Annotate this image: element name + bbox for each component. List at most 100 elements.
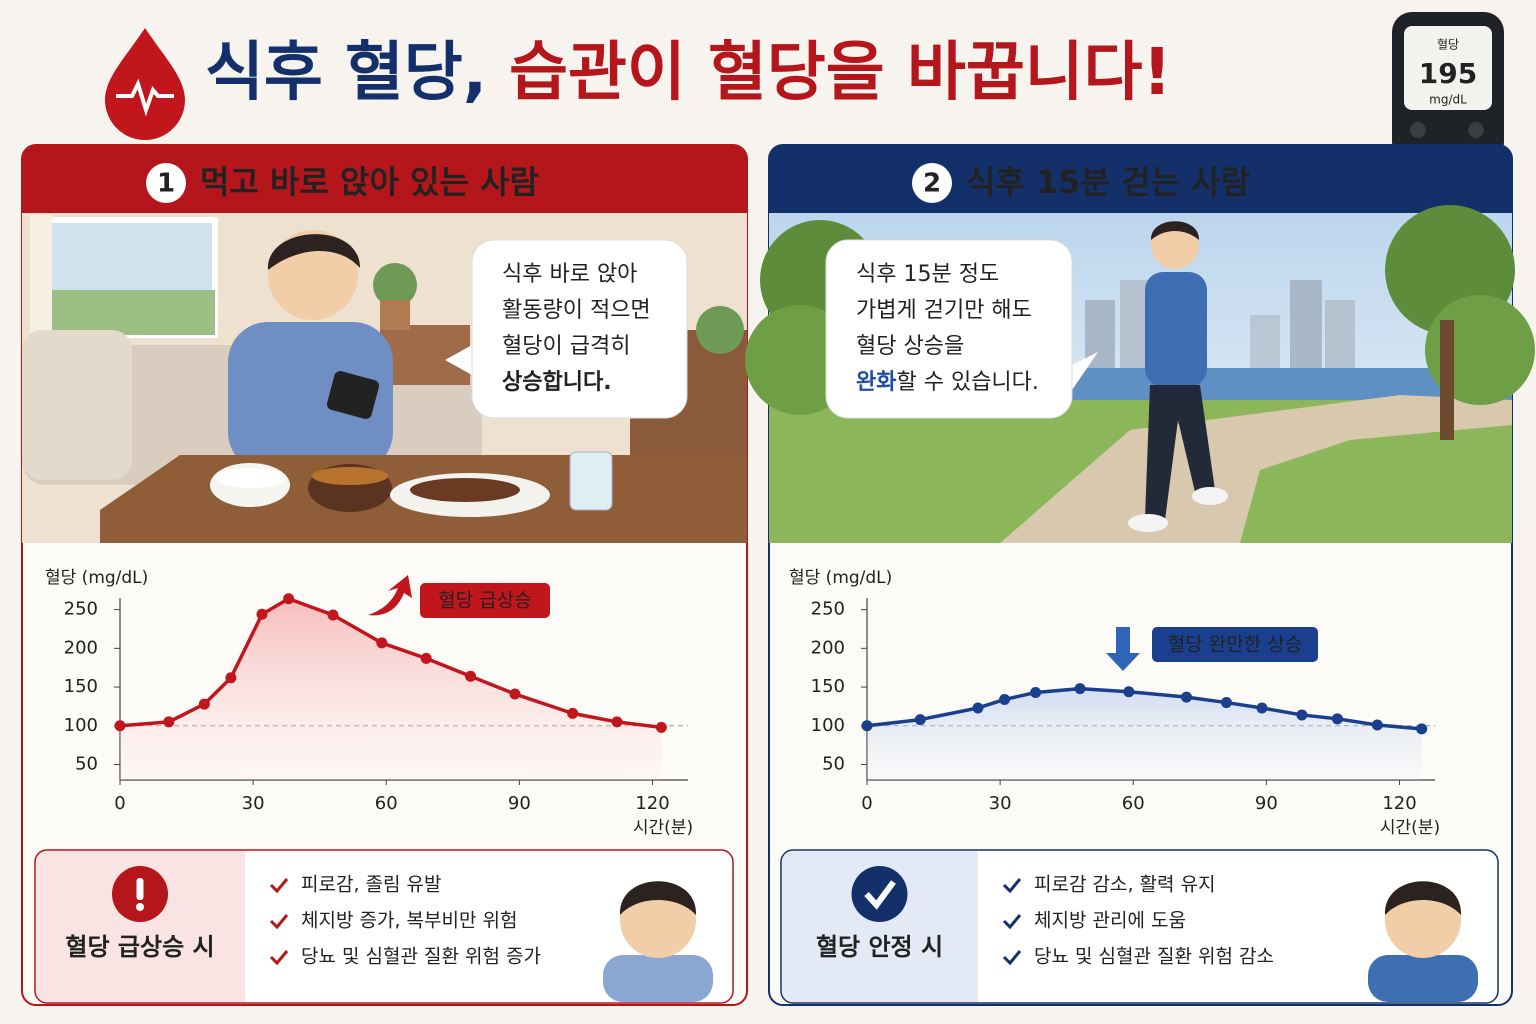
number-badge [912, 163, 952, 203]
data-point [1416, 723, 1428, 735]
annotation-box [1152, 627, 1318, 662]
y-tick-label: 250 [811, 599, 845, 620]
check-mark [1002, 950, 1022, 966]
bubble-line: 식후 바로 앉아 [502, 262, 637, 287]
y-tick-label: 150 [811, 676, 845, 697]
data-point [198, 698, 210, 710]
check-mark [269, 914, 289, 930]
bubble-line: 상승합니다. [502, 369, 612, 395]
summary-icon [851, 866, 908, 922]
data-point [611, 716, 623, 728]
data-point [999, 693, 1011, 705]
panel-number: 1 [157, 169, 175, 199]
data-point [972, 702, 984, 714]
data-point [114, 720, 126, 732]
y-tick-label: 100 [811, 715, 845, 736]
page-title: 식후 혈당, 습관이 혈당을 바꿉니다! [205, 36, 1172, 110]
bubble-line: 가볍게 걷기만 해도 [856, 298, 1032, 323]
annotation: 혈당 급상승 [438, 590, 531, 612]
y-tick-label: 200 [811, 637, 845, 658]
data-point [655, 721, 667, 733]
summary-item: 당뇨 및 심혈관 질환 위험 증가 [301, 946, 541, 968]
annotation-arrow [1106, 627, 1140, 671]
meter-reading: 195 [1419, 57, 1477, 90]
summary-side [782, 851, 978, 1002]
summary-item: 당뇨 및 심혈관 질환 위험 감소 [1034, 946, 1274, 968]
data-point [465, 670, 477, 682]
data-point [914, 714, 926, 726]
data-point [509, 688, 521, 700]
x-tick-label: 90 [1255, 793, 1278, 814]
bubble-line: 식후 15분 정도 [856, 262, 999, 287]
person-body [1368, 955, 1478, 1002]
data-point [1181, 691, 1192, 703]
panel-heading: 식후 15분 걷는 사람 [966, 163, 1250, 201]
data-point [567, 707, 579, 719]
summary-label: 혈당 급상승 시 [65, 933, 214, 961]
y-tick-label: 100 [64, 715, 98, 736]
annotation-arrow [368, 575, 412, 616]
y-tick-label: 50 [75, 754, 98, 775]
data-point [1371, 719, 1383, 731]
bubble-text: 할 수 있습니다. [896, 370, 1038, 395]
panel-number: 2 [923, 169, 941, 199]
x-tick-label: 30 [242, 793, 265, 814]
data-point [256, 608, 268, 620]
area-fill [867, 688, 1422, 780]
y-tick-label: 150 [64, 676, 98, 697]
summary-item: 피로감, 졸림 유발 [301, 874, 441, 896]
x-axis-label: 시간(분) [633, 818, 693, 838]
x-tick-label: 0 [861, 793, 872, 814]
summary-side [36, 851, 245, 1002]
summary-label: 혈당 안정 시 [816, 933, 943, 961]
summary-item: 피로감 감소, 활력 유지 [1034, 874, 1215, 896]
check-mark [269, 878, 289, 894]
blood-drop-icon [105, 28, 185, 140]
title-part: 습관이 혈당을 바꿉니다! [509, 36, 1172, 110]
y-axis-label: 혈당 (mg/dL) [789, 568, 892, 588]
summary-item: 체지방 관리에 도움 [1034, 910, 1186, 932]
x-tick-label: 90 [508, 793, 531, 814]
icon-glyph [136, 903, 144, 911]
check-mark [1002, 914, 1022, 930]
data-point [1220, 697, 1232, 709]
bubble-line: 활동량이 적으면 [502, 298, 651, 323]
title-part: 식후 혈당, [205, 36, 487, 110]
annotation: 혈당 완만한 상승 [1168, 634, 1302, 656]
check-mark [1002, 878, 1022, 894]
x-tick-label: 120 [635, 793, 669, 814]
bubble-highlight: 완화 [856, 370, 896, 395]
y-axis-label: 혈당 (mg/dL) [45, 568, 148, 588]
number-badge [146, 163, 186, 203]
check-mark [269, 950, 289, 966]
data-point [163, 716, 175, 728]
data-point [327, 609, 339, 621]
data-point [861, 720, 873, 732]
y-tick-label: 50 [822, 754, 845, 775]
data-point [1074, 683, 1086, 695]
x-tick-label: 30 [989, 793, 1012, 814]
panel-header [769, 145, 1512, 213]
data-point [225, 672, 237, 684]
meter-unit: mg/dL [1429, 93, 1467, 107]
line-series [119, 597, 662, 730]
annotation-box [420, 583, 550, 618]
y-tick-label: 200 [64, 637, 98, 658]
data-point [1296, 709, 1308, 721]
person-hair [619, 881, 697, 915]
data-point [1256, 702, 1268, 714]
data-point [1331, 713, 1343, 725]
x-tick-label: 60 [1122, 793, 1145, 814]
x-tick-label: 0 [114, 793, 125, 814]
icon-glyph [864, 880, 896, 910]
summary-item: 체지방 증가, 복부비만 위험 [301, 910, 517, 932]
data-point [283, 593, 295, 605]
data-point [376, 637, 388, 649]
bubble-line: 혈당 상승을 [856, 334, 964, 359]
x-tick-label: 120 [1382, 793, 1416, 814]
room-illustration [22, 213, 747, 543]
data-point [420, 652, 432, 664]
person-hair [1384, 881, 1462, 915]
x-tick-label: 60 [375, 793, 398, 814]
